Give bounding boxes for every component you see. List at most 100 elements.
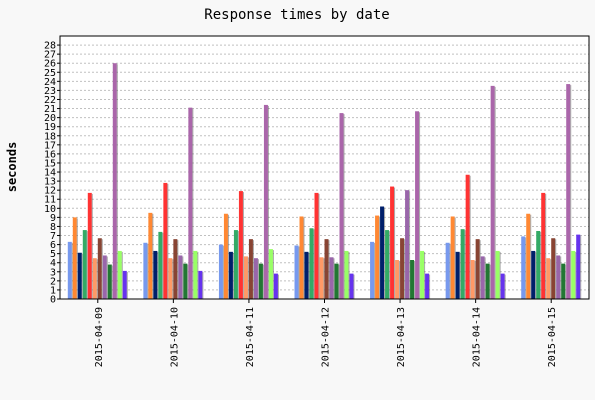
bar (122, 270, 127, 299)
y-tick-label: 3 (50, 267, 56, 278)
bar (233, 230, 238, 299)
bar-shadow (192, 108, 194, 299)
bar-shadow (474, 261, 476, 299)
y-tick-label: 14 (44, 168, 56, 179)
y-tick-label: 4 (50, 258, 56, 269)
y-tick-label: 7 (50, 231, 56, 242)
bar (485, 263, 490, 299)
bar (309, 228, 314, 299)
bar (163, 182, 168, 299)
bar-shadow (469, 175, 471, 299)
bar-shadow (308, 252, 310, 299)
bar-shadow (121, 251, 123, 299)
bar (193, 250, 198, 299)
y-tick-label: 21 (44, 104, 56, 115)
bar-shadow (419, 112, 421, 299)
bar (324, 239, 329, 299)
bar-shadow (232, 252, 234, 299)
y-tick-label: 6 (50, 240, 56, 251)
bar-shadow (489, 264, 491, 299)
bar (188, 107, 193, 299)
bar-shadow (202, 271, 204, 299)
bar (546, 258, 551, 299)
bar (97, 238, 102, 299)
bar-shadow (147, 243, 149, 299)
bar (243, 256, 248, 299)
bar (87, 192, 92, 299)
bar-shadow (499, 251, 501, 299)
bar-shadow (81, 253, 83, 299)
bar-shadow (187, 264, 189, 299)
bar (370, 241, 375, 299)
bar (445, 242, 450, 299)
bar-shadow (580, 235, 582, 299)
bar (495, 250, 500, 299)
bar-shadow (560, 256, 562, 299)
bar-shadow (343, 114, 345, 299)
bar (460, 229, 465, 299)
bar (526, 213, 531, 299)
bar-shadow (379, 216, 381, 299)
bar (551, 238, 556, 299)
bar (410, 260, 415, 299)
bar-shadow (157, 251, 159, 299)
bar-shadow (464, 230, 466, 299)
bar (92, 258, 97, 299)
bar-shadow (504, 274, 506, 299)
bar (475, 239, 480, 299)
plot-area: 0123456789101112131415161718192021222324… (44, 35, 590, 367)
bar-shadow (555, 239, 557, 299)
bar (143, 242, 148, 299)
bar (294, 245, 299, 299)
bar (263, 104, 268, 300)
y-tick-label: 18 (44, 131, 56, 142)
bar-shadow (152, 213, 154, 299)
bar (450, 216, 455, 299)
bar-shadow (409, 191, 411, 299)
y-tick-label: 24 (44, 77, 56, 88)
y-tick-label: 13 (44, 177, 56, 188)
bar-shadow (252, 240, 254, 299)
bar (425, 273, 430, 299)
bar (380, 206, 385, 299)
x-tick-label: 2015-04-14 (472, 307, 483, 367)
bar (480, 256, 485, 299)
bar (490, 85, 495, 300)
bar (500, 273, 505, 299)
bar-shadow (227, 214, 229, 299)
bar (253, 258, 258, 299)
bar-shadow (172, 259, 174, 299)
bar-shadow (96, 259, 98, 299)
bar-shadow (338, 264, 340, 299)
x-tick-label: 2015-04-15 (547, 307, 558, 367)
bar (521, 236, 526, 299)
bar (67, 241, 72, 299)
bar-shadow (530, 214, 532, 299)
bar-shadow (545, 193, 547, 299)
y-tick-label: 22 (44, 95, 56, 106)
bar (183, 263, 188, 299)
bar (415, 111, 420, 299)
bar (420, 250, 425, 299)
y-tick-label: 28 (44, 41, 56, 52)
bar (72, 217, 77, 299)
bar-shadow (389, 231, 391, 299)
bar (405, 190, 410, 299)
x-tick-label: 2015-04-13 (396, 307, 407, 367)
y-tick-label: 23 (44, 86, 56, 97)
x-tick-label: 2015-04-09 (94, 307, 105, 367)
bar (168, 258, 173, 299)
bar (158, 231, 163, 299)
bar (455, 251, 460, 299)
bar-shadow (106, 256, 108, 299)
bar (339, 113, 344, 299)
bar-shadow (262, 264, 264, 299)
bar-shadow (494, 86, 496, 300)
y-tick-label: 2 (50, 276, 56, 287)
bar-shadow (182, 256, 184, 299)
bar-shadow (414, 261, 416, 299)
bar (571, 250, 576, 299)
bar-shadow (459, 252, 461, 299)
y-tick-label: 8 (50, 222, 56, 233)
